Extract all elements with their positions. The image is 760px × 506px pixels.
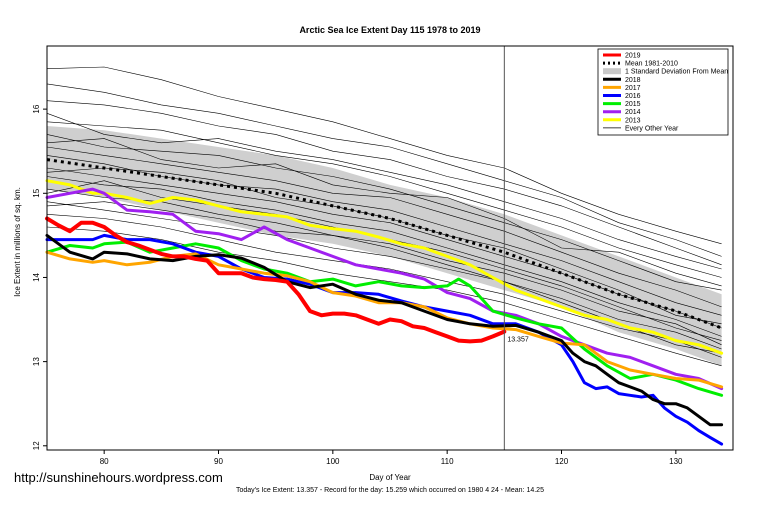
- legend-item: 1 Standard Deviation From Mean: [603, 68, 728, 76]
- legend-item: 2016: [603, 93, 641, 100]
- every-other-year-line: [46, 226, 722, 367]
- legend-item: 2014: [603, 109, 641, 116]
- every-other-year-line: [46, 134, 722, 291]
- x-tick-label: 100: [326, 457, 340, 466]
- every-other-year-line: [46, 83, 722, 257]
- y-axis-label: Ice Extent in millions of sq. km.: [13, 187, 22, 297]
- mean-layer: [46, 158, 723, 330]
- series-line-2018: [45, 233, 724, 427]
- y-tick-label: 15: [32, 188, 41, 197]
- series-line-2016: [45, 233, 724, 446]
- x-tick-label: 120: [555, 457, 569, 466]
- every-other-year-line: [46, 176, 722, 337]
- legend-item: Mean 1981-2010: [603, 61, 678, 68]
- series-line-2019: [45, 216, 507, 344]
- series-line-2013: [45, 179, 724, 355]
- mean-line: [46, 158, 723, 330]
- plot-frame: [46, 45, 734, 451]
- legend-label: 2018: [625, 77, 641, 84]
- legend-item: 2015: [603, 101, 641, 108]
- legend-label: 2017: [625, 85, 641, 92]
- today-label: 13.357: [507, 337, 529, 344]
- legend-label: Mean 1981-2010: [625, 61, 678, 68]
- legend-item: Every Other Year: [603, 125, 679, 132]
- legend-label: Every Other Year: [625, 125, 679, 132]
- legend-label: 2016: [625, 93, 641, 100]
- every-other-year-line: [46, 146, 722, 308]
- series-line-2017: [45, 250, 724, 389]
- x-tick-label: 110: [441, 457, 454, 466]
- x-tick-label: 90: [214, 457, 223, 466]
- every-other-year-line: [46, 201, 722, 350]
- legend-swatch: [603, 68, 621, 75]
- x-tick-label: 130: [669, 457, 683, 466]
- footer-text: Today's Ice Extent: 13.357 - Record for …: [236, 487, 544, 494]
- legend-label: 1 Standard Deviation From Mean: [625, 69, 728, 76]
- y-tick-label: 14: [32, 272, 41, 281]
- legend-label: 2015: [625, 101, 641, 108]
- every-other-year-line: [46, 66, 722, 245]
- every-other-year-line: [46, 155, 722, 316]
- legend-item: 2018: [603, 77, 641, 84]
- y-tick-label: 13: [32, 357, 41, 366]
- legend-item: 2013: [603, 117, 641, 124]
- series-line-2014: [45, 187, 724, 391]
- y-tick-label: 16: [32, 104, 41, 113]
- every-other-year-line: [46, 214, 722, 358]
- watermark-url: http://sunshinehours.wordpress.com: [14, 470, 223, 485]
- legend-label: 2013: [625, 117, 641, 124]
- legend-item: 2017: [603, 85, 641, 92]
- x-tick-label: 80: [100, 457, 109, 466]
- legend-label: 2019: [625, 53, 641, 60]
- every-other-year-line: [46, 100, 722, 266]
- every-other-year-line: [46, 167, 722, 325]
- x-axis: 80 90 100 110 120 130: [100, 450, 683, 466]
- series-layer: [45, 179, 724, 446]
- every-other-year-line: [46, 113, 722, 270]
- y-axis: 12 13 14 15 16: [32, 104, 47, 450]
- plot-area: 13.357: [45, 45, 734, 451]
- every-other-year-line: [46, 121, 722, 278]
- chart-title: Arctic Sea Ice Extent Day 115 1978 to 20…: [299, 25, 480, 35]
- y-tick-label: 12: [32, 441, 41, 450]
- legend-label: 2014: [625, 109, 641, 116]
- legend-item: 2019: [603, 53, 641, 60]
- every-other-year-line: [46, 138, 722, 287]
- x-axis-label: Day of Year: [369, 473, 411, 482]
